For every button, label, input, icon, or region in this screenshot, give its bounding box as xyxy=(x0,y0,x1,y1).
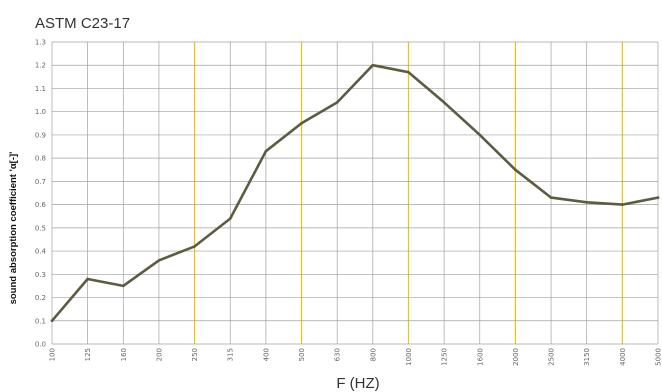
x-tick-label: 630 xyxy=(334,348,342,361)
data-point xyxy=(371,63,375,67)
data-point xyxy=(228,217,232,220)
x-tick-labels: 100 125 160 200 250 315 400 500 630 800 1000 1250 16… xyxy=(49,348,662,366)
y-tick-label: 0.4 xyxy=(35,248,47,256)
x-tick-label: 500 xyxy=(298,348,306,361)
y-tick-label: 1.2 xyxy=(35,62,46,70)
y-tick-label: 0.8 xyxy=(35,155,46,163)
data-point xyxy=(407,70,410,74)
y-tick-label: 0.3 xyxy=(35,271,46,279)
x-tick-label: 1600 xyxy=(476,348,484,366)
y-tick-label: 0.0 xyxy=(35,341,46,349)
data-point xyxy=(193,245,196,248)
y-tick-label: 0.6 xyxy=(35,201,47,209)
y-axis-label: sound absorption coefficient 'α[-]' xyxy=(8,152,19,305)
x-tick-label: 800 xyxy=(369,348,377,361)
data-point xyxy=(656,196,660,199)
data-point xyxy=(442,101,446,104)
y-tick-label: 0.9 xyxy=(35,131,46,139)
chart-title: ASTM C23-17 xyxy=(35,15,130,32)
x-tick-label: 2000 xyxy=(512,348,520,366)
series-line xyxy=(50,63,660,323)
x-tick-label: 1250 xyxy=(441,348,449,366)
y-tick-label: 1.1 xyxy=(35,85,46,93)
x-tick-label: 4000 xyxy=(619,348,627,366)
x-tick-label: 400 xyxy=(262,348,270,361)
x-tick-label: 1000 xyxy=(405,348,413,366)
x-tick-label: 5000 xyxy=(655,348,662,366)
x-tick-label: 125 xyxy=(84,348,92,361)
y-tick-labels: 0.0 0.1 0.2 0.3 0.4 0.5 0.6 0.7 0.8 0.9 1.0 1.1 1.2 1… xyxy=(35,39,47,349)
x-tick-label: 315 xyxy=(227,348,235,361)
x-axis-label: F (HZ) xyxy=(336,375,379,392)
data-point xyxy=(549,196,553,199)
x-tick-label: 2500 xyxy=(548,348,556,366)
data-point xyxy=(478,133,482,137)
y-tick-label: 0.7 xyxy=(35,178,46,186)
x-tick-label: 3150 xyxy=(583,348,591,366)
series-group xyxy=(50,63,660,323)
x-tick-label: 160 xyxy=(120,348,128,361)
data-point xyxy=(157,259,161,262)
data-point xyxy=(50,319,54,323)
x-tick-label: 100 xyxy=(49,348,57,361)
vertical-gridlines xyxy=(51,42,659,344)
y-tick-label: 0.5 xyxy=(35,224,46,232)
y-tick-label: 0.2 xyxy=(35,294,46,302)
data-point xyxy=(621,203,624,206)
data-point xyxy=(264,149,268,153)
data-point xyxy=(585,200,589,204)
data-point xyxy=(86,277,89,281)
y-tick-label: 1.0 xyxy=(35,108,46,116)
data-point xyxy=(514,168,517,172)
data-point xyxy=(121,284,125,288)
y-tick-label: 0.1 xyxy=(35,317,46,325)
y-tick-label: 1.3 xyxy=(35,39,46,47)
data-point xyxy=(300,122,303,125)
x-tick-label: 250 xyxy=(191,348,199,361)
horizontal-gridlines xyxy=(52,41,658,345)
x-tick-label: 200 xyxy=(155,348,163,361)
data-point xyxy=(335,101,339,104)
